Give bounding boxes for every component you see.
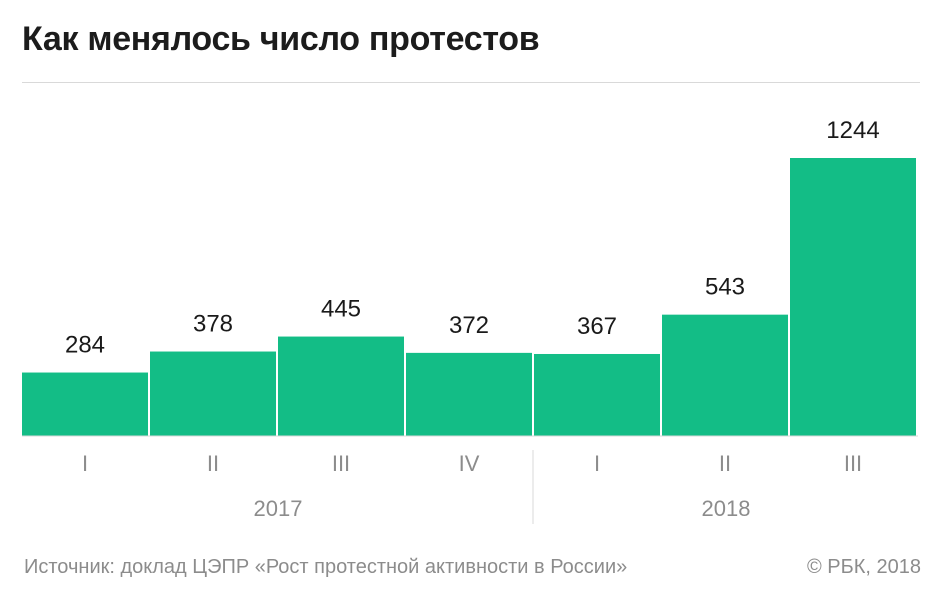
value-label-5: 543: [705, 274, 745, 301]
bar-5: [662, 314, 788, 436]
tick-label-4: I: [594, 451, 600, 476]
tick-label-5: II: [719, 451, 731, 476]
value-label-4: 367: [577, 313, 617, 340]
value-label-6: 1244: [826, 117, 879, 144]
tick-label-0: I: [82, 451, 88, 476]
value-label-1: 378: [193, 311, 233, 338]
bar-4: [534, 353, 660, 436]
tick-label-1: II: [207, 451, 219, 476]
value-label-2: 445: [321, 296, 361, 323]
source-note: Источник: доклад ЦЭПР «Рост протестной а…: [24, 556, 628, 578]
value-label-0: 284: [65, 332, 105, 359]
bars-group: [22, 158, 916, 436]
year-label-1: 2018: [702, 496, 751, 521]
bar-2: [278, 336, 404, 436]
tick-labels-group: I II III IV I II III: [82, 451, 862, 476]
value-label-3: 372: [449, 312, 489, 339]
bar-0: [22, 372, 148, 436]
year-labels-group: 2017 2018: [254, 496, 751, 521]
page-title: Как менялось число протестов: [22, 20, 540, 58]
title-divider: [22, 82, 920, 83]
tick-label-3: IV: [459, 451, 480, 476]
bar-6: [790, 158, 916, 436]
copyright-note: © РБК, 2018: [806, 556, 921, 578]
bar-1: [150, 351, 276, 436]
year-label-0: 2017: [254, 496, 303, 521]
tick-label-2: III: [332, 451, 350, 476]
value-labels-group: 284 378 445 372 367 543 1244: [65, 117, 880, 359]
bar-3: [406, 352, 532, 436]
tick-label-6: III: [844, 451, 862, 476]
